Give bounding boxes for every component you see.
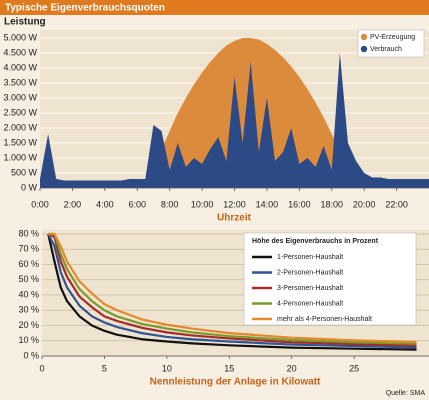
line: [48, 232, 417, 344]
y-tick-label: 4.500 W: [3, 47, 37, 57]
x-tick-label: 16:00: [288, 199, 311, 209]
y-tick-label: 80 %: [18, 228, 39, 238]
line: [47, 233, 417, 349]
y-tick-label: 2.500 W: [3, 107, 37, 117]
x-tick-label: 8:00: [161, 199, 179, 209]
legend-box: [243, 232, 417, 326]
y-tick-label: 0 W: [21, 182, 38, 192]
y-tick-label: 1.500 W: [3, 137, 37, 147]
y-tick-label: 3.500 W: [3, 77, 37, 87]
y-tick-label: 20 %: [18, 320, 39, 330]
x-tick-label: 2:00: [64, 199, 82, 209]
y-tick-label: 4.000 W: [3, 62, 37, 72]
y-tick-label: 10 %: [18, 335, 39, 345]
legend-box: [357, 29, 425, 58]
y-tick-label: 60 %: [18, 259, 39, 269]
legend-label: 1-Personen-Haushalt: [277, 254, 343, 261]
plot-marks: [40, 38, 429, 188]
x-axis-label: Nennleistung der Anlage in Kilowatt: [150, 377, 321, 388]
y-tick-label: 70 %: [18, 244, 39, 254]
legend-label: 2-Personen-Haushalt: [277, 269, 343, 276]
y-tick-label: 1.000 W: [3, 152, 37, 162]
x-tick-label: 22:00: [385, 199, 408, 209]
y-tick-label: 30 %: [18, 305, 39, 315]
x-tick-label: 25: [349, 363, 359, 373]
y-tick-label: 500 W: [11, 167, 38, 177]
x-tick-label: 14:00: [256, 199, 279, 209]
legend-label: Verbrauch: [370, 46, 402, 53]
x-tick-label: 20: [287, 363, 297, 373]
legend-label: 3-Personen-Haushalt: [277, 285, 343, 292]
legend-swatch: [360, 33, 368, 41]
header-bar: [0, 0, 429, 15]
x-tick-label: 15: [224, 363, 234, 373]
charts: 0 W 500 W 1.000 W 1.500 W 2.000 W 2.500 W 3.00…: [3, 29, 429, 373]
x-tick-label: 6:00: [128, 199, 146, 209]
x-tick-label: 0: [39, 363, 44, 373]
x-tick-label: 12:00: [223, 199, 246, 209]
y-tick-label: 40 %: [18, 289, 39, 299]
x-tick-label: 18:00: [320, 199, 343, 209]
line: [47, 233, 417, 347]
legend-label: mehr als 4-Personen-Haushalt: [277, 316, 372, 323]
x-tick-label: 20:00: [353, 199, 376, 209]
x-axis-label: Uhrzeit: [217, 213, 252, 224]
x-tick-label: 0:00: [31, 199, 49, 209]
y-tick-label: 2.000 W: [3, 122, 37, 132]
legend-label: 4-Personen-Haushalt: [277, 300, 343, 307]
x-tick-label: 10: [162, 363, 172, 373]
legend-swatch: [360, 45, 368, 53]
plot-marks: [47, 232, 417, 351]
x-tick-label: 5: [102, 363, 107, 373]
y-tick-label: 5.000 W: [3, 32, 37, 42]
header-title: Typische Eigenverbrauchsquoten: [5, 3, 165, 14]
y-tick-label: 3.000 W: [3, 92, 37, 102]
y-axis-label: Leistung: [4, 17, 46, 28]
x-tick-label: 4:00: [96, 199, 114, 209]
x-tick-label: 10:00: [191, 199, 214, 209]
legend-label: PV-Erzeugung: [370, 34, 415, 41]
y-tick-label: 0 %: [23, 350, 39, 360]
area: [40, 53, 429, 188]
source: Quelle: SMA: [386, 390, 426, 397]
line: [47, 233, 417, 351]
line: [48, 232, 417, 345]
y-tick-label: 50 %: [18, 274, 39, 284]
legend-title: Höhe des Eigenverbrauchs in Prozent: [252, 238, 379, 245]
